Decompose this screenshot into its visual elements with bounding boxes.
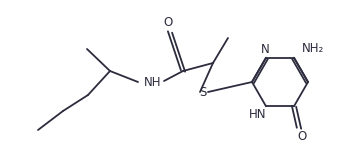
Text: O: O — [163, 16, 173, 29]
Text: O: O — [297, 130, 307, 143]
Text: HN: HN — [249, 108, 267, 121]
Text: NH₂: NH₂ — [302, 42, 324, 55]
Text: N: N — [261, 43, 270, 56]
Text: NH: NH — [144, 75, 162, 89]
Text: S: S — [199, 86, 207, 100]
